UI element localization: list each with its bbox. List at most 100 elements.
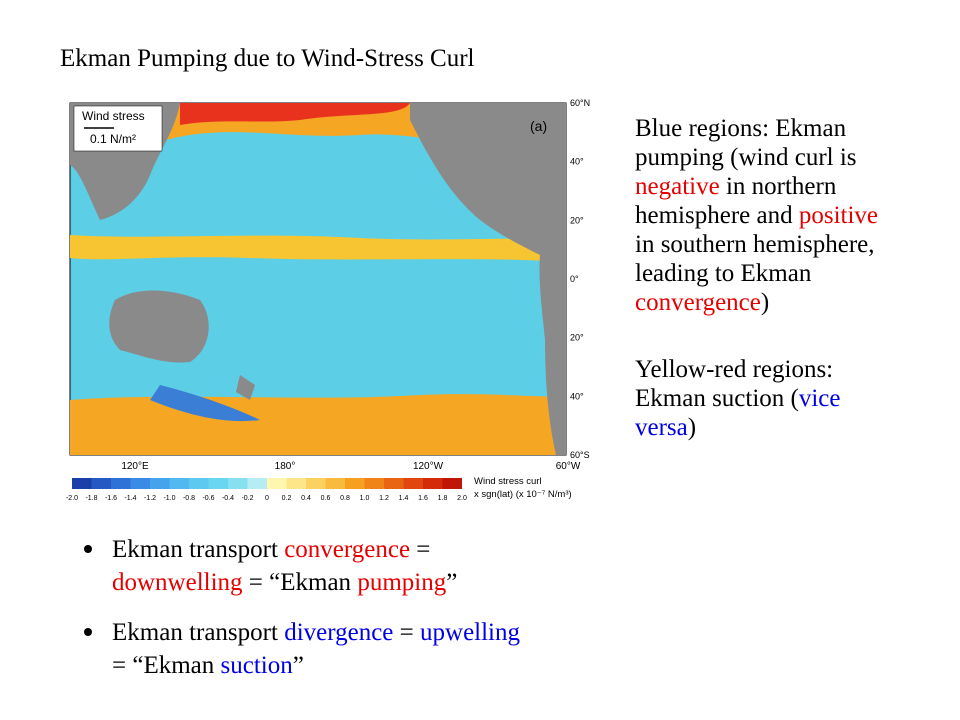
bullet-line: Ekman transport divergence = upwelling bbox=[112, 619, 521, 646]
side-text-line: Ekman suction (vice bbox=[635, 385, 841, 412]
text-segment: Ekman suction ( bbox=[635, 385, 799, 412]
colorbar-tick: -1.8 bbox=[85, 495, 97, 502]
text-segment: leading to Ekman bbox=[635, 260, 812, 287]
text-segment: versa bbox=[635, 414, 688, 441]
text-segment: divergence bbox=[284, 619, 393, 646]
panel-label: (a) bbox=[530, 118, 547, 134]
text-segment: Blue regions: Ekman bbox=[635, 115, 847, 142]
text-segment: = “Ekman bbox=[243, 569, 358, 596]
bullet-dot bbox=[84, 545, 92, 553]
lat-label: 60°S bbox=[570, 450, 590, 460]
text-segment: = bbox=[393, 619, 420, 646]
map-figure: Wind stress 0.1 N/m² (a) -2.0 -1.8 -1.6 -1.… bbox=[66, 102, 572, 502]
australia bbox=[109, 290, 209, 363]
lon-label: 60°W bbox=[556, 461, 581, 472]
text-segment: suction bbox=[221, 652, 294, 679]
colorbar-cell bbox=[150, 478, 170, 489]
colorbar-tick: 1.2 bbox=[379, 495, 389, 502]
bullet-line: = “Ekman suction” bbox=[112, 652, 304, 679]
colorbar-cell bbox=[111, 478, 131, 489]
text-segment: hemisphere and bbox=[635, 202, 799, 229]
colorbar-tick: -2.0 bbox=[66, 495, 78, 502]
slide-title: Ekman Pumping due to Wind-Stress Curl bbox=[60, 45, 475, 72]
colorbar-tick: 1.8 bbox=[438, 495, 448, 502]
side-text-line: pumping (wind curl is bbox=[635, 144, 857, 171]
colorbar: -2.0 -1.8 -1.6 -1.4 -1.2 -1.0 -0.8 -0.6 -0.4 -0.2… bbox=[66, 476, 572, 502]
side-text-line: convergence) bbox=[635, 289, 769, 316]
side-text-line: Blue regions: Ekman bbox=[635, 115, 847, 142]
colorbar-tick: 1.6 bbox=[418, 495, 428, 502]
colorbar-tick: -1.6 bbox=[105, 495, 117, 502]
lat-label: 40° bbox=[570, 157, 584, 167]
side-text-line: hemisphere and positive bbox=[635, 202, 878, 229]
south-band bbox=[70, 394, 566, 455]
text-segment: in southern hemisphere, bbox=[635, 231, 875, 258]
text-segment: vice bbox=[799, 385, 841, 412]
colorbar-cell bbox=[364, 478, 384, 489]
colorbar-cell bbox=[384, 478, 404, 489]
colorbar-tick: 1.4 bbox=[399, 495, 409, 502]
colorbar-tick: 0.8 bbox=[340, 495, 350, 502]
text-segment: convergence bbox=[635, 289, 761, 316]
colorbar-tick: 0 bbox=[265, 495, 269, 502]
text-segment: Yellow-red regions: bbox=[635, 356, 833, 383]
side-text-line: leading to Ekman bbox=[635, 260, 812, 287]
lat-label: 20° bbox=[570, 333, 584, 343]
colorbar-cell bbox=[189, 478, 209, 489]
text-segment: ” bbox=[293, 652, 304, 679]
south-america bbox=[539, 255, 566, 455]
colorbar-cell bbox=[169, 478, 189, 489]
colorbar-tick: -0.4 bbox=[222, 495, 234, 502]
colorbar-tick: -1.0 bbox=[163, 495, 175, 502]
text-segment: in northern bbox=[720, 173, 837, 200]
colorbar-tick: 0.2 bbox=[282, 495, 292, 502]
colorbar-cell bbox=[208, 478, 228, 489]
colorbar-tick: 0.4 bbox=[301, 495, 311, 502]
colorbar-cell bbox=[325, 478, 345, 489]
south-blue bbox=[150, 385, 260, 422]
americas bbox=[410, 103, 566, 300]
colorbar-cell bbox=[72, 478, 92, 489]
colorbar-cell bbox=[442, 478, 462, 489]
colorbar-cell bbox=[306, 478, 326, 489]
text-segment: ) bbox=[761, 289, 769, 316]
text-segment: negative bbox=[635, 173, 720, 200]
colorbar-cell bbox=[247, 478, 267, 489]
lon-label: 120°E bbox=[121, 461, 149, 472]
legend-scale: 0.1 N/m² bbox=[90, 132, 136, 146]
lat-label: 20° bbox=[570, 215, 584, 225]
text-segment: positive bbox=[799, 202, 878, 229]
colorbar-cell bbox=[403, 478, 423, 489]
colorbar-tick: 2.0 bbox=[457, 495, 467, 502]
colorbar-tick: -1.4 bbox=[124, 495, 136, 502]
text-segment: convergence bbox=[284, 536, 410, 563]
bullet-dot bbox=[84, 628, 92, 636]
colorbar-cell bbox=[345, 478, 365, 489]
colorbar-tick: -0.2 bbox=[241, 495, 253, 502]
text-segment: ” bbox=[446, 569, 457, 596]
colorbar-cell bbox=[423, 478, 443, 489]
side-text-line: negative in northern bbox=[635, 173, 837, 200]
colorbar-title: Wind stress curl bbox=[474, 476, 542, 487]
colorbar-cell bbox=[91, 478, 111, 489]
colorbar-cell bbox=[228, 478, 248, 489]
new-zealand bbox=[236, 375, 255, 400]
equator-band bbox=[70, 235, 566, 262]
text-segment: ) bbox=[688, 414, 696, 441]
lat-label: 0° bbox=[570, 274, 579, 284]
side-text-line: versa) bbox=[635, 414, 696, 441]
colorbar-tick: -0.6 bbox=[202, 495, 214, 502]
text-segment: pumping (wind curl is bbox=[635, 144, 857, 171]
lat-label: 60°N bbox=[570, 98, 590, 108]
lat-label: 40° bbox=[570, 391, 584, 401]
side-text-line: in southern hemisphere, bbox=[635, 231, 875, 258]
bullet-line: Ekman transport convergence = bbox=[112, 536, 430, 563]
colorbar-cell bbox=[267, 478, 287, 489]
text-segment: = bbox=[410, 536, 430, 563]
text-segment: Ekman transport bbox=[112, 619, 284, 646]
text-segment: = “Ekman bbox=[112, 652, 221, 679]
colorbar-title: x sgn(lat) (x 10⁻⁷ N/m³) bbox=[474, 489, 572, 500]
colorbar-tick: 1.0 bbox=[360, 495, 370, 502]
colorbar-tick: -0.8 bbox=[183, 495, 195, 502]
